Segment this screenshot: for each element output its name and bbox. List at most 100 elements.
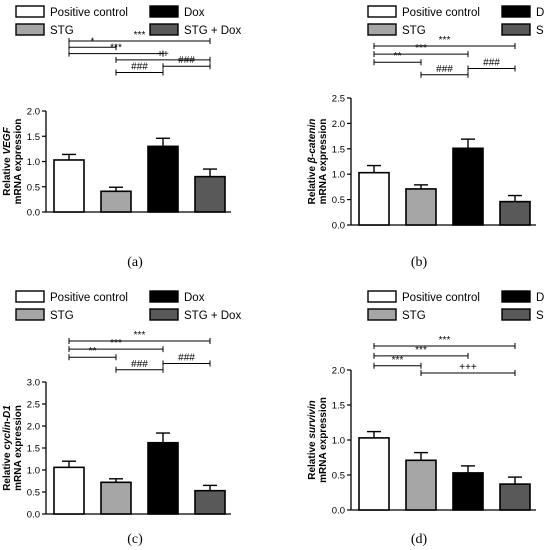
- bar: [358, 437, 390, 511]
- significance-label: +++: [459, 362, 477, 373]
- y-tick-label: 1.0: [27, 466, 40, 477]
- y-tick-label: 2.0: [332, 366, 345, 377]
- bar: [53, 466, 85, 515]
- y-tick-label: 2.5: [27, 400, 40, 411]
- legend-label: Positive control: [402, 7, 480, 19]
- y-axis-label: Relative VEGF: [2, 126, 13, 195]
- legend-swatch: [149, 290, 179, 303]
- y-tick-label: 2.0: [27, 422, 40, 433]
- y-axis-label-line2: mRNA expression: [318, 119, 329, 205]
- bar: [405, 188, 437, 226]
- legend-label: Dox: [536, 292, 544, 304]
- legend-label: STG: [402, 25, 426, 37]
- bar: [358, 171, 390, 226]
- legend-label: Positive control: [402, 292, 480, 304]
- panel-c: Positive control Dox STG STG + Dox 0.0 0.5 1.0…: [2, 290, 241, 547]
- significance-label: ***: [415, 43, 427, 54]
- y-axis-label: Relative cyclin-D1: [2, 405, 13, 491]
- legend-swatch: [501, 308, 531, 321]
- significance-label: ***: [439, 335, 451, 346]
- bar: [147, 145, 179, 213]
- significance-label: **: [89, 346, 97, 357]
- legend-swatch: [367, 23, 397, 36]
- y-tick-label: 1.5: [27, 132, 40, 143]
- legend-swatch: [367, 5, 397, 18]
- significance-label: ###: [131, 62, 148, 73]
- panel-a: Positive control Dox STG STG + Dox 0.0 0.5 1.0…: [2, 5, 241, 270]
- y-tick-label: 0.0: [27, 510, 40, 521]
- legend-swatch: [501, 290, 531, 303]
- y-tick-label: 0.5: [332, 195, 345, 206]
- y-tick-label: 1.0: [332, 436, 345, 447]
- significance-label: **: [394, 51, 402, 62]
- legend-label: STG: [50, 310, 74, 322]
- legend-swatch: [15, 5, 45, 18]
- bar: [53, 159, 85, 213]
- y-tick-label: 2.0: [332, 119, 345, 130]
- bar: [452, 472, 484, 511]
- significance-label: ***: [392, 355, 404, 366]
- legend-swatch: [15, 23, 45, 36]
- bar: [194, 489, 226, 515]
- legend-swatch: [367, 308, 397, 321]
- y-axis-label: Relative survivin: [307, 400, 318, 480]
- bar: [452, 147, 484, 226]
- y-tick-label: 0.0: [27, 208, 40, 219]
- y-tick-label: 2.0: [27, 107, 40, 118]
- legend-label: Positive control: [50, 7, 128, 19]
- legend-label: STG + Dox: [536, 25, 544, 37]
- legend-label: STG + Dox: [536, 310, 544, 322]
- legend-label: Positive control: [50, 292, 128, 304]
- significance-label: ***: [415, 345, 427, 356]
- legend-label: STG + Dox: [184, 25, 241, 37]
- panel-label: (a): [127, 255, 143, 270]
- legend-label: Dox: [184, 7, 205, 19]
- significance-label: ###: [436, 64, 453, 75]
- legend-swatch: [149, 5, 179, 18]
- legend-swatch: [15, 308, 45, 321]
- panel-b: Positive control Dox STG STG + Dox 0.0 0.5 1.0…: [307, 5, 544, 270]
- bar: [405, 459, 437, 511]
- bar: [499, 483, 531, 511]
- bar: [100, 190, 132, 213]
- legend-label: Dox: [184, 292, 205, 304]
- significance-label: ###: [178, 353, 195, 364]
- legend-label: STG + Dox: [184, 310, 241, 322]
- significance-label: ###: [178, 55, 195, 66]
- panel-d: Positive control Dox STG STG + Dox 0.0 0.5 1.0…: [307, 290, 544, 547]
- y-tick-label: 1.5: [332, 401, 345, 412]
- legend-swatch: [367, 290, 397, 303]
- legend-label: STG: [402, 310, 426, 322]
- bar: [194, 175, 226, 213]
- y-tick-label: 1.0: [27, 157, 40, 168]
- y-tick-label: 0.5: [27, 182, 40, 193]
- significance-label: ###: [131, 359, 148, 370]
- legend-swatch: [501, 5, 531, 18]
- y-tick-label: 0.0: [332, 506, 345, 517]
- significance-label: *: [91, 36, 95, 47]
- legend-label: STG: [50, 25, 74, 37]
- significance-label: ***: [439, 35, 451, 46]
- y-axis-label-line2: mRNA expression: [13, 119, 24, 205]
- significance-label: ***: [134, 330, 146, 341]
- bar: [147, 441, 179, 515]
- panel-label: (d): [411, 532, 428, 547]
- y-axis-label: Relative β-catenin: [307, 119, 318, 205]
- y-tick-label: 0.5: [27, 488, 40, 499]
- legend-swatch: [149, 23, 179, 36]
- y-axis-label-line2: mRNA expression: [13, 405, 24, 491]
- y-tick-label: 0.0: [332, 221, 345, 232]
- y-tick-label: 0.5: [332, 471, 345, 482]
- bar: [499, 200, 531, 226]
- legend-label: Dox: [536, 7, 544, 19]
- significance-label: ###: [483, 58, 500, 69]
- y-tick-label: 2.5: [332, 94, 345, 105]
- bar: [100, 481, 132, 515]
- y-tick-label: 1.5: [27, 444, 40, 455]
- panel-label: (b): [411, 255, 428, 270]
- y-tick-label: 1.5: [332, 144, 345, 155]
- panel-label: (c): [127, 532, 143, 547]
- y-tick-label: 1.0: [332, 170, 345, 181]
- significance-label: ***: [134, 30, 146, 41]
